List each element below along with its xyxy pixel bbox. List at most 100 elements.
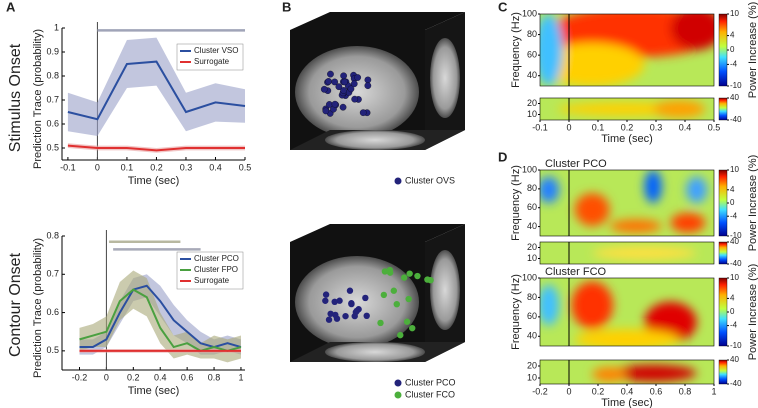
- y-tick-label: 1: [54, 22, 59, 32]
- colorbar-tick-label: 10: [730, 273, 739, 282]
- electrode: [322, 107, 330, 115]
- electrode: [353, 307, 361, 315]
- electrode: [327, 70, 334, 78]
- electrode: [393, 300, 400, 308]
- colorbar-tick-label: -10: [730, 341, 742, 350]
- colorbar-label: Power Increase (%): [747, 2, 758, 99]
- heatmap-image: [540, 170, 714, 236]
- colorbar-label: Power Increase (%): [747, 264, 758, 361]
- x-tick-label: 0.4: [621, 386, 634, 396]
- colorbar-tick-label: 0: [730, 307, 735, 316]
- heat-blob: [574, 329, 680, 346]
- x-tick-label: 0.8: [679, 386, 692, 396]
- electrode: [406, 270, 413, 277]
- legend-dot: [394, 391, 402, 399]
- electrode: [331, 100, 339, 108]
- y-tick-label: 20: [527, 360, 537, 370]
- y-tick-label: 0.7: [46, 269, 59, 279]
- heat-blob: [609, 219, 662, 233]
- x-tick-label: -0.1: [532, 122, 548, 132]
- x-tick-label: 0.6: [181, 372, 194, 382]
- y-tick-label: 80: [527, 183, 537, 193]
- legend-dot: [394, 177, 402, 185]
- electrode: [381, 268, 389, 275]
- x-tick-label: 0.2: [621, 122, 634, 132]
- y-tick-label: 0.5: [46, 345, 59, 355]
- electrode: [322, 297, 329, 304]
- x-tick-label: -0.2: [72, 372, 88, 382]
- error-band: [67, 37, 245, 136]
- x-tick-label: 0.8: [208, 372, 221, 382]
- error-band: [79, 270, 241, 363]
- x-tick-label: 0.4: [209, 162, 222, 172]
- colorbar-tick-label: -40: [730, 115, 742, 124]
- electrode: [401, 274, 408, 281]
- y-tick-label: 100: [522, 8, 537, 18]
- y-axis-label: Frequency (Hz): [510, 274, 522, 350]
- heat-blob: [574, 193, 610, 227]
- x-tick-label: 0.3: [650, 122, 663, 132]
- y-axis-label: Frequency (Hz): [510, 12, 522, 88]
- colorbar-tick-label: 40: [730, 237, 739, 246]
- x-tick-label: -0.2: [532, 386, 548, 396]
- panel-label: C: [498, 0, 508, 14]
- legend-label: Surrogate: [194, 57, 230, 66]
- heat-blob: [540, 42, 645, 86]
- y-tick-label: 100: [522, 272, 537, 282]
- colorbar: [718, 359, 728, 385]
- electrode: [409, 324, 416, 332]
- error-band: [67, 143, 245, 153]
- row-label: Stimulus Onset: [7, 43, 24, 152]
- y-tick-label: 20: [527, 242, 537, 252]
- row-label: Contour Onset: [7, 252, 24, 357]
- legend-label: Cluster VSO: [194, 46, 238, 55]
- frame: [539, 13, 715, 87]
- electrode: [414, 272, 421, 280]
- panel-title: Cluster FCO: [545, 266, 607, 278]
- x-tick-label: 1: [711, 386, 716, 396]
- y-tick-label: 0.7: [46, 94, 59, 104]
- x-tick-label: 0.6: [650, 386, 663, 396]
- x-tick-label: 0.4: [154, 372, 167, 382]
- electrode: [341, 78, 348, 86]
- x-tick-label: 0: [95, 162, 100, 172]
- electrode: [347, 85, 355, 93]
- brain-legend: Cluster FCO: [405, 389, 455, 399]
- heat-blob: [686, 176, 708, 203]
- electrode: [325, 316, 333, 323]
- heat-blob: [592, 367, 627, 382]
- electrode: [424, 276, 431, 283]
- frame: [539, 169, 715, 237]
- electrode: [351, 312, 358, 320]
- frame: [539, 277, 715, 347]
- electrode: [346, 287, 354, 294]
- series-line: [79, 288, 242, 352]
- x-tick-label: -0.1: [60, 162, 76, 172]
- y-tick-label: 10: [527, 109, 537, 119]
- colorbar-tick-label: -10: [730, 81, 742, 90]
- electrode: [364, 82, 372, 89]
- heat-blobs: [592, 246, 697, 260]
- colorbar: [718, 13, 728, 87]
- y-tick-label: 60: [527, 311, 537, 321]
- brain-legend: Cluster PCO: [405, 377, 456, 387]
- electrode: [380, 291, 388, 299]
- y-tick-label: 10: [527, 372, 537, 382]
- colorbar-tick-label: -40: [730, 259, 742, 268]
- y-tick-label: 80: [527, 292, 537, 302]
- x-tick-label: 0: [104, 372, 109, 382]
- electrode: [340, 72, 347, 80]
- x-axis-label: Time (sec): [601, 397, 653, 408]
- y-axis-label: Prediction Trace (probability): [32, 238, 44, 378]
- heat-blob: [571, 281, 614, 330]
- series-line: [67, 60, 246, 121]
- brain-electrodes: [320, 70, 434, 339]
- heat-blob: [653, 100, 706, 118]
- y-tick-label: 10: [527, 253, 537, 263]
- colorbar-tick-label: -40: [730, 379, 742, 388]
- electrode: [331, 298, 338, 306]
- colorbar-tick-label: -10: [730, 231, 742, 240]
- colorbar-tick-label: 0: [730, 45, 735, 54]
- y-tick-label: 0.6: [46, 307, 59, 317]
